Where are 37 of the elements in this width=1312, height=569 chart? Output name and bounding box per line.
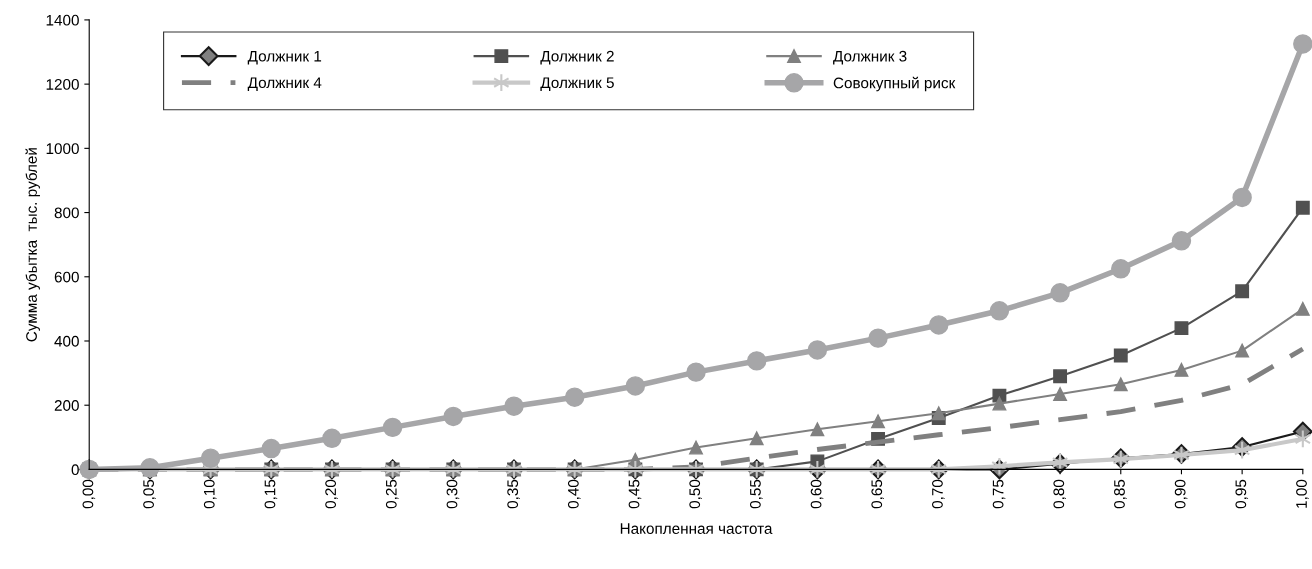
y-tick-label: 400 xyxy=(54,335,79,347)
x-tick-label: 0,80 xyxy=(1053,479,1066,509)
x-tick-label: 0,15 xyxy=(264,479,278,509)
legend-label: Должник 4 xyxy=(247,77,322,91)
legend-label: Должник 5 xyxy=(540,77,614,91)
legend-label: Должник 3 xyxy=(833,50,907,65)
x-tick-label: 0,60 xyxy=(810,479,824,509)
x-tick-label: 0,10 xyxy=(203,479,217,509)
x-tick-label: 0,20 xyxy=(325,479,338,509)
x-tick-label: 0,45 xyxy=(628,479,642,509)
x-tick-label: 0,50 xyxy=(689,479,702,509)
x-tick-label: 0,95 xyxy=(1235,479,1249,509)
y-axis-title: Сумма убытка тыс. рублей xyxy=(25,148,40,342)
y-tick-label: 1200 xyxy=(46,79,79,90)
x-tick-label: 0,25 xyxy=(385,479,399,509)
x-tick-label: 0,85 xyxy=(1114,479,1127,509)
x-tick-label: 0,35 xyxy=(507,479,520,509)
y-tick-label: 1000 xyxy=(46,143,79,155)
legend-label: Должник 2 xyxy=(540,50,614,65)
y-tick-label: 1400 xyxy=(46,14,79,26)
y-tick-label: 200 xyxy=(54,400,79,411)
x-tick-label: 0,75 xyxy=(992,479,1006,509)
x-tick-label: 0,90 xyxy=(1174,479,1188,509)
legend-label: Должник 1 xyxy=(247,50,322,65)
legend-label: Совокупный риск xyxy=(833,76,956,92)
y-tick-label: 0 xyxy=(71,464,79,476)
x-tick-label: 0,40 xyxy=(567,479,581,509)
x-tick-label: 0,55 xyxy=(749,479,763,509)
x-tick-label: 0,30 xyxy=(446,479,460,509)
x-tick-label: 0,05 xyxy=(143,479,156,509)
x-tick-label: 0,65 xyxy=(871,479,884,509)
y-tick-label: 600 xyxy=(54,271,79,283)
x-axis-title: Накопленная частота xyxy=(620,523,773,534)
x-tick-label: 1,00 xyxy=(1296,479,1309,508)
x-tick-label: 0,70 xyxy=(932,479,945,509)
y-tick-label: 800 xyxy=(54,207,79,219)
x-tick-label: 0,00 xyxy=(82,479,96,509)
